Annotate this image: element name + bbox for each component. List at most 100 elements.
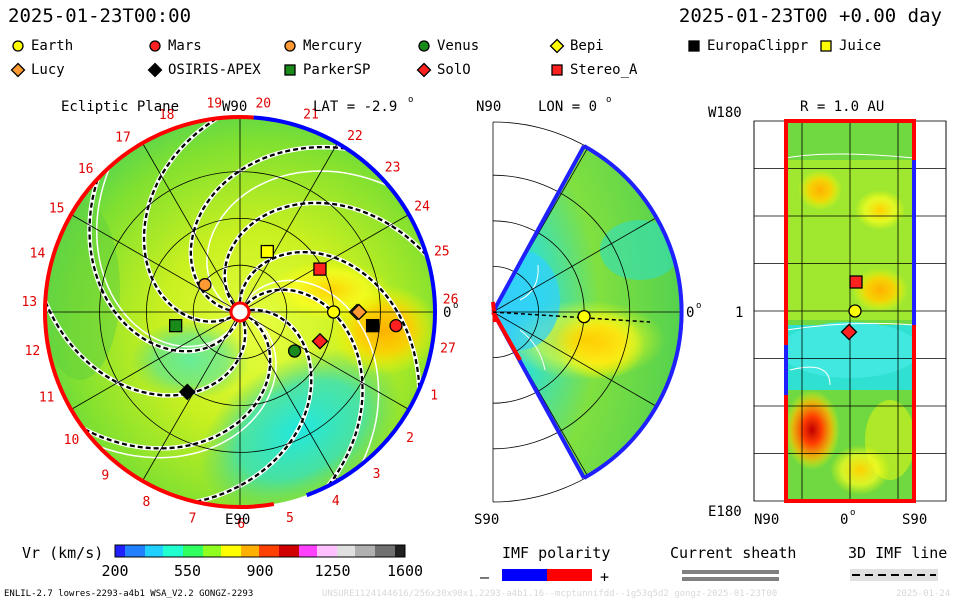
legend-marker-lucy — [10, 62, 26, 78]
colorbar-segment — [245, 545, 248, 557]
colorbar-segment — [351, 545, 354, 557]
colorbar-segment — [215, 545, 218, 557]
colorbar: 200 550 900 1250 1600 — [101, 544, 423, 580]
colorbar-segment — [261, 545, 264, 557]
colorbar-segment — [209, 545, 212, 557]
ecliptic-marker-europaclippr — [365, 318, 380, 333]
colorbar-segment — [187, 545, 190, 557]
ecliptic-lat-degree: o — [408, 95, 413, 105]
colorbar-segment — [181, 545, 184, 557]
legend-label: OSIRIS-APEX — [168, 62, 261, 78]
colorbar-segment — [369, 545, 372, 557]
radial-marker-stereo_a — [849, 275, 863, 289]
carrington-number: 13 — [21, 295, 37, 310]
header-right-time: 2025-01-23T00 +0.00 day — [678, 5, 942, 27]
colorbar-segment — [171, 545, 174, 557]
carrington-number: 18 — [159, 108, 175, 123]
colorbar-segment — [313, 545, 316, 557]
colorbar-segment — [217, 545, 220, 557]
colorbar-segment — [183, 545, 186, 557]
carrington-number: 10 — [64, 433, 80, 448]
colorbar-segment — [155, 545, 158, 557]
ecliptic-marker-osiris-apex — [178, 383, 196, 401]
legend-item: ParkerSP — [282, 62, 370, 78]
colorbar-tick-label: 1250 — [314, 562, 350, 580]
colorbar-title: Vr (km/s) — [22, 544, 103, 562]
colorbar-segment — [381, 545, 384, 557]
carrington-number: 6 — [237, 517, 245, 532]
colorbar-segment — [207, 545, 210, 557]
legend-marker-bepi — [549, 38, 565, 54]
ecliptic-bottom-label: E90 — [225, 512, 250, 528]
imf-spiral-line — [77, 315, 272, 450]
imf-positive-swatch — [547, 569, 592, 581]
colorbar-segment — [185, 545, 188, 557]
colorbar-segment — [179, 545, 182, 557]
colorbar-segment — [219, 545, 222, 557]
colorbar-segment — [335, 545, 338, 557]
colorbar-segment — [203, 545, 206, 557]
colorbar-segment — [383, 545, 386, 557]
colorbar-segment — [393, 545, 396, 557]
colorbar-segment — [223, 545, 226, 557]
meridional-bottom-label: S90 — [474, 512, 499, 528]
colorbar-segment — [327, 545, 330, 557]
colorbar-segment — [265, 545, 268, 557]
colorbar-segment — [373, 545, 376, 557]
colorbar-segment — [345, 545, 348, 557]
colorbar-segment — [269, 545, 272, 557]
legend-item: Bepi — [549, 38, 604, 54]
colorbar-segment — [361, 545, 364, 557]
colorbar-segment — [123, 545, 126, 557]
colorbar-segment — [363, 545, 366, 557]
colorbar-segment — [189, 545, 192, 557]
legend-label: Stereo_A — [570, 62, 638, 78]
colorbar-segment — [403, 545, 406, 557]
colorbar-segment — [353, 545, 356, 557]
colorbar-segment — [291, 545, 294, 557]
colorbar-segment — [371, 545, 374, 557]
legend-item: Lucy — [10, 62, 65, 78]
colorbar-segment — [249, 545, 252, 557]
legend-label: Bepi — [570, 38, 604, 54]
colorbar-segment — [379, 545, 382, 557]
ecliptic-lat-label: LAT = -2.9 — [313, 99, 397, 115]
colorbar-segment — [163, 545, 166, 557]
radial-marker-solo — [840, 323, 858, 341]
imf-spiral-line — [189, 145, 354, 312]
legend-item: Mercury — [282, 38, 362, 54]
carrington-number: 5 — [286, 511, 294, 526]
legend-marker-earth — [12, 40, 24, 52]
legend-label: Mars — [168, 38, 202, 54]
colorbar-segment — [243, 545, 246, 557]
sheath-line-1 — [682, 570, 779, 574]
colorbar-segment — [141, 545, 144, 557]
colorbar-segment — [257, 545, 260, 557]
ecliptic-right-degree: o — [453, 301, 458, 311]
radial-x-mid: 0 — [840, 512, 848, 528]
carrington-number: 9 — [101, 468, 109, 483]
colorbar-segment — [159, 545, 162, 557]
legend-label: Mercury — [303, 38, 363, 54]
colorbar-tick-label: 200 — [101, 562, 128, 580]
colorbar-segment — [199, 545, 202, 557]
colorbar-segment — [331, 545, 334, 557]
legend-item: Mars — [147, 38, 202, 54]
colorbar-segment — [139, 545, 142, 557]
colorbar-segment — [367, 545, 370, 557]
colorbar-segment — [389, 545, 392, 557]
colorbar-segment — [153, 545, 156, 557]
colorbar-segment — [197, 545, 200, 557]
colorbar-segment — [221, 545, 224, 557]
colorbar-segment — [279, 545, 282, 557]
legend-item: Venus — [416, 38, 479, 54]
colorbar-segment — [315, 545, 318, 557]
colorbar-segment — [273, 545, 276, 557]
colorbar-segment — [263, 545, 266, 557]
colorbar-segment — [213, 545, 216, 557]
colorbar-segment — [293, 545, 296, 557]
colorbar-segment — [287, 545, 290, 557]
carrington-number: 24 — [414, 199, 430, 214]
colorbar-segment — [329, 545, 332, 557]
colorbar-segment — [157, 545, 160, 557]
